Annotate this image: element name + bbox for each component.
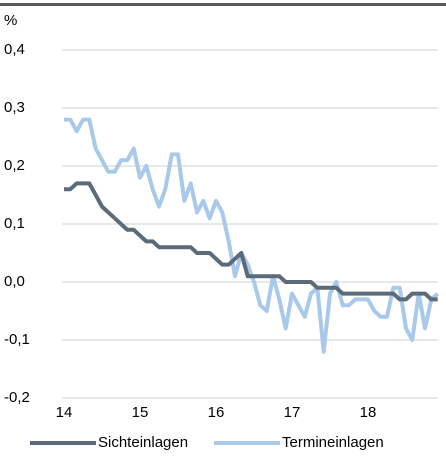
y-axis-label: %	[4, 12, 17, 29]
series-line	[64, 117, 440, 354]
x-tick-label: 18	[360, 404, 377, 421]
legend-label: Termineinlagen	[282, 434, 384, 451]
legend-label: Sichteinlagen	[98, 434, 188, 451]
series-line	[64, 181, 438, 302]
y-tick-label: 0,4	[4, 41, 25, 58]
x-tick-label: 17	[284, 404, 301, 421]
y-tick-label: 0,1	[4, 215, 25, 232]
y-tick-label: -0,1	[4, 331, 30, 348]
x-tick-label: 16	[208, 404, 225, 421]
y-tick-label: 0,3	[4, 99, 25, 116]
y-tick-label: 0,0	[4, 273, 25, 290]
x-tick-label: 14	[56, 404, 73, 421]
y-tick-label: 0,2	[4, 157, 25, 174]
y-tick-label: -0,2	[4, 389, 30, 406]
top-border	[0, 3, 446, 6]
x-tick-label: 15	[132, 404, 149, 421]
